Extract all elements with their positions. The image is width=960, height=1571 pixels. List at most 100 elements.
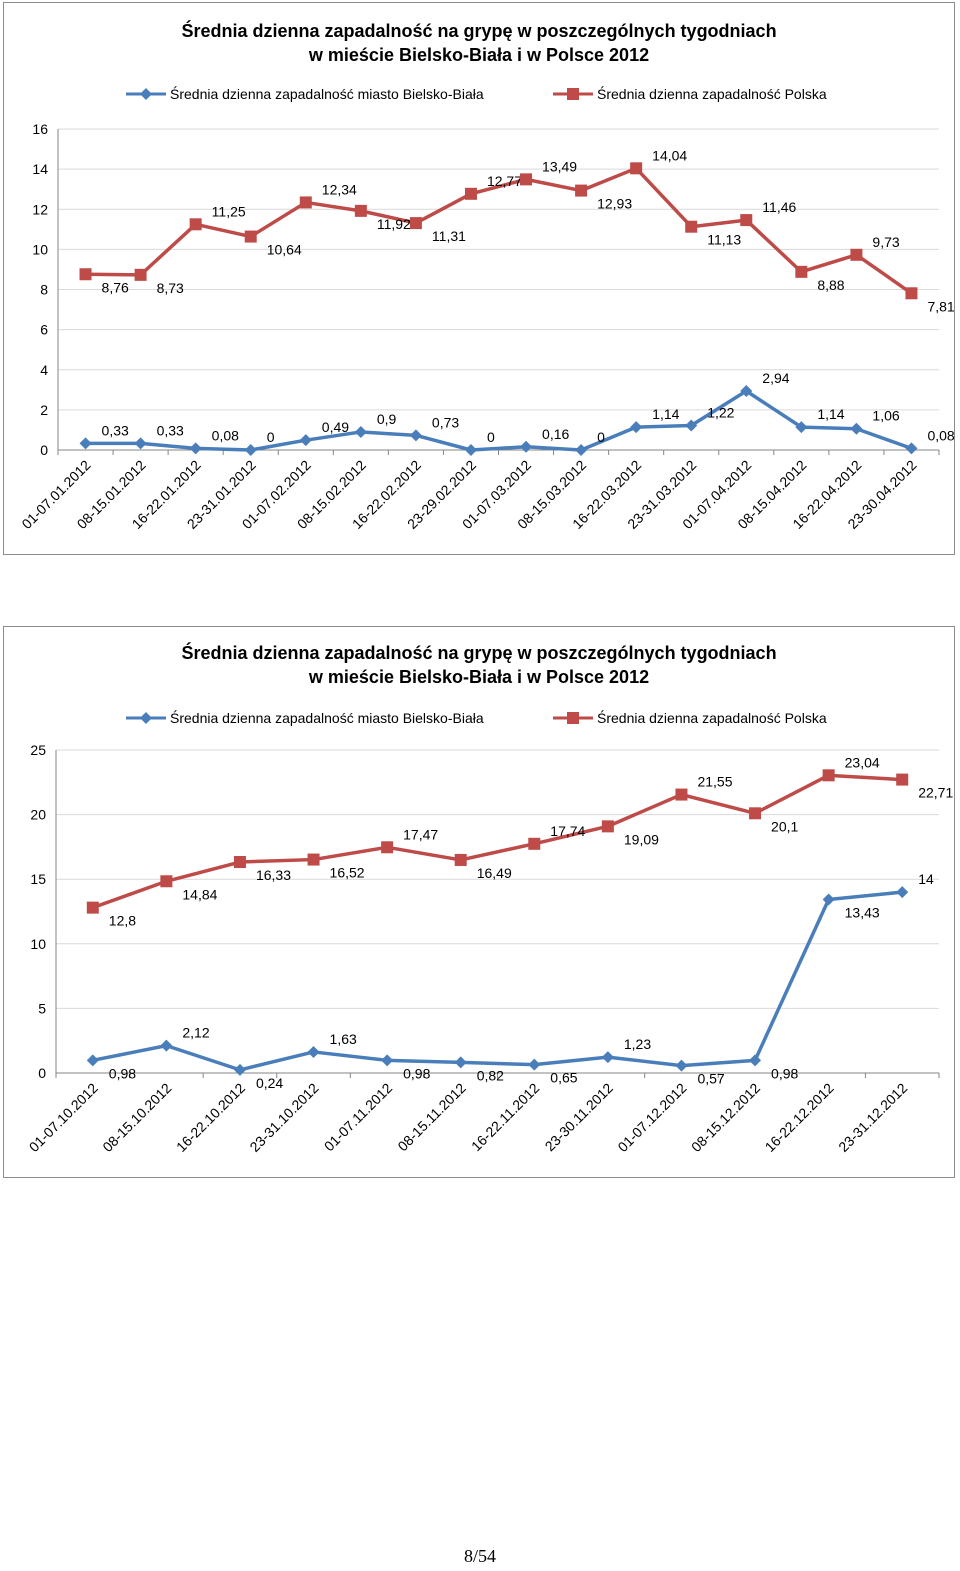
data-point-square [822, 769, 835, 782]
data-point-diamond [233, 1063, 246, 1076]
data-point-square [381, 841, 394, 854]
data-point-square [685, 220, 698, 233]
data-label: 10,64 [267, 242, 302, 258]
data-label: 0,33 [102, 422, 129, 438]
data-label: 0,08 [212, 427, 239, 443]
chart-1-legend-label-red: Średnia dzienna zapadalność Polska [597, 86, 827, 102]
data-point-square [630, 162, 643, 175]
legend-diamond-marker-icon [126, 88, 166, 100]
data-point-diamond [822, 893, 835, 906]
x-tick-label: 08-15.12.2012 [688, 1080, 763, 1155]
data-point-diamond [896, 886, 909, 899]
chart-1-legend-red: Średnia dzienna zapadalność Polska [553, 86, 827, 102]
data-label: 12,34 [322, 181, 357, 197]
chart-1: Średnia dzienna zapadalność na grypę w p… [3, 2, 955, 555]
x-tick-label: 16-22.11.2012 [468, 1080, 543, 1155]
chart-2-legend-red: Średnia dzienna zapadalność Polska [553, 710, 827, 726]
data-point-square [795, 265, 808, 278]
x-tick-label: 01-07.12.2012 [614, 1080, 689, 1155]
data-point-square [244, 230, 257, 243]
data-label: 0,08 [927, 427, 954, 443]
data-label: 12,8 [109, 913, 136, 929]
data-label: 0 [487, 429, 495, 445]
data-label: 1,06 [872, 408, 899, 424]
y-tick-label: 14 [32, 161, 48, 177]
x-tick-label: 08-15.10.2012 [99, 1080, 174, 1155]
data-point-diamond [675, 1059, 688, 1072]
data-point-diamond [630, 421, 643, 434]
series-line [92, 773, 903, 910]
data-label: 16,33 [256, 867, 291, 883]
data-point-square [307, 853, 320, 866]
data-label: 16,49 [477, 865, 512, 881]
chart-1-legend-label-blue: Średnia dzienna zapadalność miasto Biels… [170, 86, 484, 102]
data-label: 21,55 [697, 774, 732, 790]
data-point-square [520, 173, 533, 186]
data-label: 0,98 [109, 1065, 136, 1081]
chart-2-legend-blue: Średnia dzienna zapadalność miasto Biels… [126, 710, 484, 726]
chart-2: Średnia dzienna zapadalność na grypę w p… [3, 626, 955, 1178]
y-tick-label: 0 [40, 442, 48, 458]
data-point-square [134, 268, 147, 281]
y-tick-label: 16 [32, 121, 48, 137]
data-label: 1,14 [817, 406, 844, 422]
data-point-square [160, 875, 173, 888]
data-point-square [79, 268, 92, 281]
chart-2-title-block: Średnia dzienna zapadalność na grypę w p… [4, 641, 954, 689]
data-point-diamond [749, 1054, 762, 1067]
data-point-diamond [189, 442, 202, 455]
data-label: 12,93 [597, 196, 632, 212]
data-point-diamond [520, 440, 533, 453]
data-point-diamond [905, 442, 918, 455]
data-point-diamond [307, 1045, 320, 1058]
chart-2-plot: 051015202501-07.10.201208-15.10.201216-2… [26, 742, 954, 1155]
data-point-diamond [134, 437, 147, 450]
y-tick-label: 25 [30, 742, 46, 758]
data-point-diamond [850, 422, 863, 435]
data-point-square [749, 807, 762, 820]
data-label: 20,1 [771, 818, 798, 834]
chart-1-legend-blue: Średnia dzienna zapadalność miasto Biels… [126, 86, 484, 102]
data-label: 16,52 [330, 865, 365, 881]
y-tick-label: 6 [40, 322, 48, 338]
data-label: 2,12 [182, 1025, 209, 1041]
data-point-diamond [354, 425, 367, 438]
data-label: 0,98 [403, 1065, 430, 1081]
data-label: 0,82 [477, 1067, 504, 1083]
data-point-square [233, 856, 246, 869]
legend-square-marker-icon [553, 712, 593, 724]
data-point-diamond [528, 1058, 541, 1071]
data-label: 0 [597, 429, 605, 445]
data-label: 0,65 [550, 1070, 577, 1086]
data-label: 8,88 [817, 277, 844, 293]
data-label: 7,81 [927, 298, 954, 314]
data-label: 0,33 [157, 422, 184, 438]
data-label: 2,94 [762, 370, 789, 386]
data-point-square [454, 853, 467, 866]
x-tick-label: 01-07.10.2012 [26, 1080, 101, 1155]
data-label: 19,09 [624, 831, 659, 847]
data-point-diamond [464, 444, 477, 456]
data-point-square [575, 184, 588, 197]
chart-1-title-block: Średnia dzienna zapadalność na grypę w p… [4, 19, 954, 67]
data-point-square [740, 214, 753, 227]
data-label: 11,46 [762, 199, 796, 215]
legend-square-marker-icon [553, 88, 593, 100]
data-point-diamond [454, 1056, 467, 1069]
data-point-diamond [601, 1051, 614, 1064]
data-label: 0,57 [697, 1071, 724, 1087]
data-point-diamond [79, 437, 92, 450]
data-label: 0,49 [322, 419, 349, 435]
data-label: 22,71 [918, 785, 953, 801]
data-label: 1,22 [707, 405, 734, 421]
data-point-diamond [575, 444, 588, 456]
series-line [92, 890, 903, 1072]
data-label: 0,16 [542, 426, 569, 442]
page-number: 8/54 [463, 1546, 496, 1566]
data-point-square [464, 187, 477, 200]
data-label: 17,47 [403, 826, 438, 842]
data-label: 14,84 [182, 886, 217, 902]
data-point-square [189, 218, 202, 231]
data-label: 14,04 [652, 147, 687, 163]
y-tick-label: 0 [38, 1065, 46, 1081]
